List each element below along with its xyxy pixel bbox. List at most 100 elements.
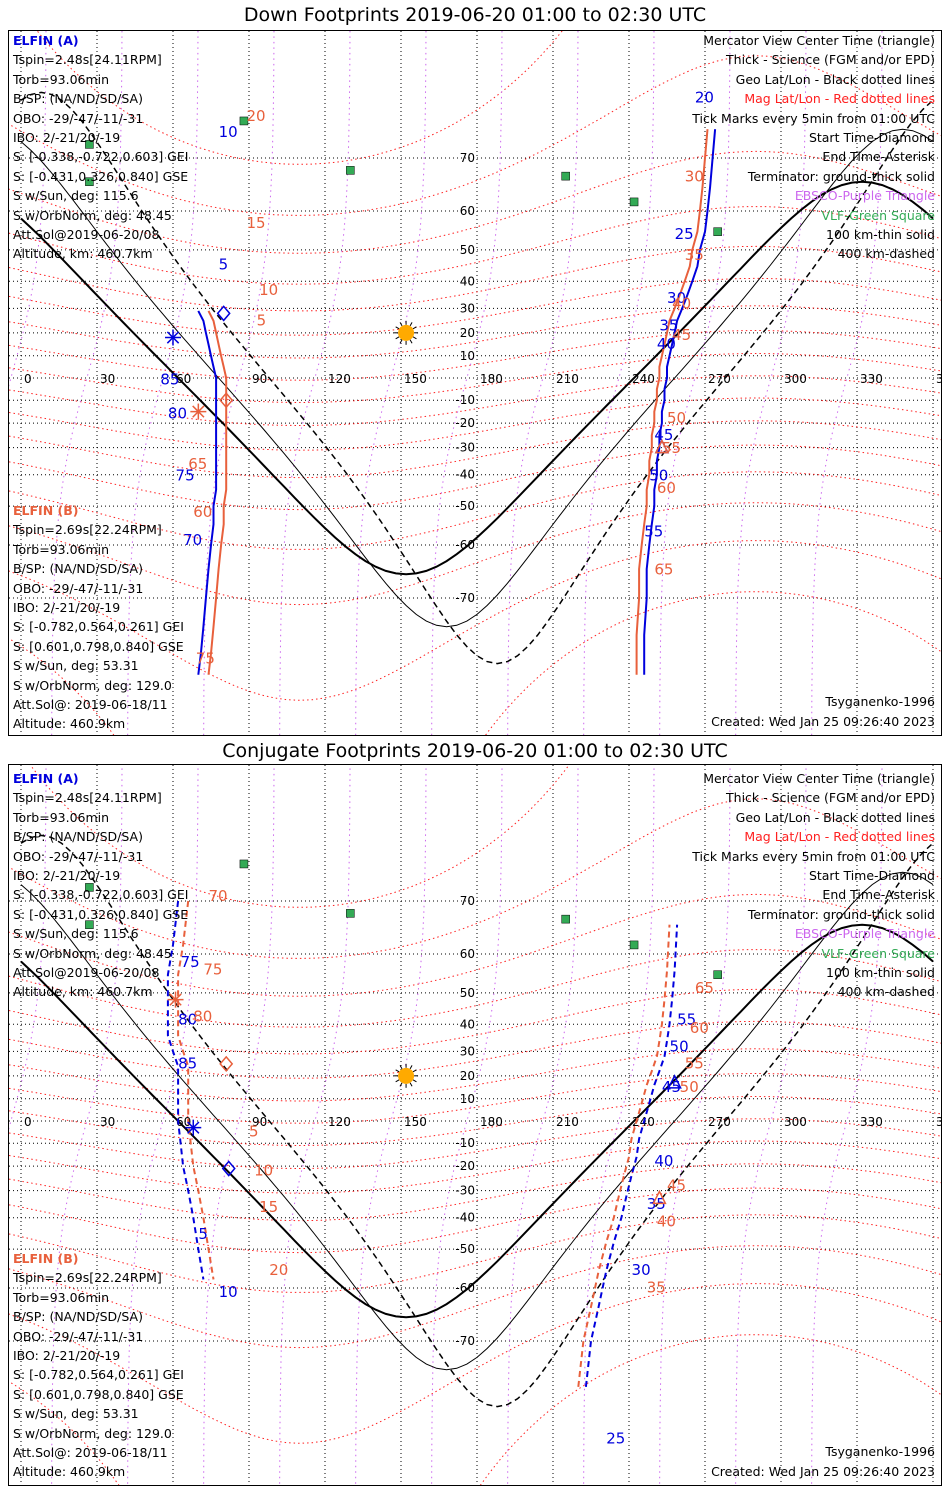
elfin-a-heading: ELFIN (A)	[13, 771, 79, 786]
elfin-a-time-tick: 70	[183, 531, 202, 549]
elfin-b-line: S w/OrbNorm, deg: 129.0	[13, 677, 172, 693]
elfin-a-center-triangle	[667, 1074, 682, 1089]
lon-tick-label: 30	[100, 372, 115, 386]
terminator-ground	[20, 180, 934, 576]
elfin-b-time-tick: 45	[672, 326, 691, 344]
elfin-a-time-tick: 30	[667, 289, 686, 307]
lat-tick-label: 30	[460, 1044, 475, 1058]
elfin-a-time-tick: 80	[178, 1010, 197, 1028]
legend-line: VLF-Green Square	[821, 945, 935, 961]
end-asterisk	[169, 993, 182, 1006]
mag-latitude-line	[9, 1020, 941, 1079]
legend-line: EBSCO-Purple Triangle	[794, 188, 935, 204]
mag-latitude-line	[9, 305, 941, 359]
elfin-a-heading: ELFIN (A)	[13, 33, 79, 48]
elfin-a-time-tick: 5	[198, 1225, 208, 1243]
vlf-station-square	[239, 859, 249, 869]
lat-tick-label: -50	[455, 499, 475, 513]
mag-latitude-line	[9, 352, 941, 404]
lon-tick-label: 0	[24, 1115, 32, 1129]
elfin-b-line: S: [-0.782,0.564,0.261] GEI	[13, 1367, 184, 1383]
sun-ray	[409, 1065, 413, 1070]
panel-title-conjugate: Conjugate Footprints 2019-06-20 01:00 to…	[222, 740, 728, 762]
elfin-b-info: ELFIN (B) Tspin=2.69s[22.24RPM] Torb=93.…	[13, 501, 184, 734]
elfin-b-heading: ELFIN (B)	[13, 1251, 79, 1266]
elfin-b-center-triangle	[654, 438, 670, 454]
vlf-station-square	[346, 909, 355, 918]
legend-line: Thick - Science (FGM and/or EPD)	[726, 52, 935, 68]
legend-line: 100 km-thin solid	[826, 227, 935, 243]
elfin-a-line: Torb=93.06min	[13, 809, 110, 825]
legend-line: Mercator View Center Time (triangle)	[703, 771, 935, 786]
elfin-b-time-tick: 40	[672, 294, 691, 312]
elfin-a-line: Att.Sol@2019-06-20/08	[13, 227, 160, 243]
elfin-a-time-tick: 75	[176, 467, 195, 485]
mag-latitude-line	[9, 444, 941, 511]
elfin-a-time-tick: 40	[654, 1152, 673, 1170]
lat-tick-label: -20	[455, 1159, 475, 1173]
elfin-a-time-tick: 25	[675, 225, 694, 243]
elfin-b-line: B/SP: (NA/ND/SD/SA)	[13, 1309, 143, 1325]
elfin-a-time-tick: 10	[219, 1283, 238, 1301]
elfin-b-time-tick: 5	[257, 312, 267, 330]
elfin-a-time-tick: 85	[178, 1055, 197, 1073]
lon-tick-label: 120	[328, 1115, 351, 1129]
lon-tick-label: 150	[404, 372, 427, 386]
elfin-b-line: Att.Sol@: 2019-06-18/11	[13, 1445, 168, 1461]
sun-ray	[412, 336, 417, 340]
elfin-a-line: S: [-0.431,0.326,0.840] GSE	[13, 168, 189, 184]
model-label: Tsyganenko-1996	[825, 694, 935, 709]
elfin-a-line: Tspin=2.48s[24.11RPM]	[13, 790, 162, 806]
lon-tick-label: 150	[404, 1115, 427, 1129]
vlf-station-square	[85, 920, 94, 929]
legend-line: Mercator View Center Time (triangle)	[703, 33, 935, 48]
vlf-station-square	[346, 166, 355, 175]
elfin-a-time-tick: 40	[657, 335, 676, 353]
elfin-a-line: S w/OrbNorm, deg: 48.45	[13, 945, 172, 961]
elfin-b-line: Torb=93.06min	[13, 1289, 110, 1305]
elfin-a-line: S: [-0.431,0.326,0.840] GSE	[13, 906, 189, 922]
elfin-b-line: Tspin=2.69s[22.24RPM]	[13, 522, 162, 538]
elfin-b-line: S: [0.601,0.798,0.840] GSE	[13, 638, 184, 654]
mag-latitude-line	[9, 471, 941, 550]
lat-tick-label: 70	[460, 894, 475, 908]
vlf-station-square	[713, 227, 722, 236]
sun-ray	[409, 339, 413, 344]
lat-tick-label: 30	[460, 301, 475, 315]
mag-latitude-line	[9, 1140, 941, 1194]
elfin-b-line: B/SP: (NA/ND/SD/SA)	[13, 561, 143, 577]
lon-tick-label: 300	[784, 1115, 807, 1129]
elfin-b-time-tick: 35	[685, 246, 704, 264]
elfin-a-time-tick: 80	[168, 404, 187, 422]
sun-icon	[398, 1067, 415, 1084]
lat-tick-label: -60	[455, 1281, 475, 1295]
mag-latitude-line	[9, 397, 941, 451]
vlf-station-square	[561, 171, 570, 181]
elfin-b-center-triangle	[652, 1189, 667, 1205]
elfin-b-time-tick: 5	[249, 1123, 259, 1141]
elfin-b-time-tick: 75	[196, 650, 215, 668]
elfin-a-time-tick: 20	[695, 89, 714, 107]
elfin-a-track	[197, 310, 218, 675]
lon-tick-label: 90	[252, 1115, 267, 1129]
legend-line: Start Time-Diamond	[808, 868, 935, 884]
elfin-b-line: IBO: 2/-21/20/-19	[13, 1348, 121, 1364]
elfin-a-line: Torb=93.06min	[13, 71, 110, 87]
elfin-a-line: B/SP: (NA/ND/SD/SA)	[13, 829, 143, 845]
elfin-b-line: OBO: -29/-47/-11/-31	[13, 580, 144, 596]
mag-latitude-line	[9, 1095, 941, 1147]
sun-ray	[412, 1079, 417, 1083]
elfin-b-time-tick: 65	[654, 560, 673, 578]
vlf-station-square	[239, 116, 249, 126]
vlf-station-square	[629, 197, 639, 207]
map-frame-conjugate: 0306090120150180210240270300330360706050…	[8, 764, 942, 1486]
panel-title-down: Down Footprints 2019-06-20 01:00 to 02:3…	[243, 4, 707, 26]
elfin-b-line: S w/Sun, deg: 53.31	[13, 658, 139, 674]
lat-tick-label: 50	[460, 243, 475, 257]
vlf-station-square	[85, 883, 94, 892]
lon-tick-label: 240	[632, 372, 655, 386]
lat-tick-label: 40	[460, 274, 475, 288]
elfin-b-time-tick: 15	[246, 214, 265, 232]
elfin-b-time-tick: 75	[203, 961, 222, 979]
elfin-a-info: ELFIN (A) Tspin=2.48s[24.11RPM] Torb=93.…	[13, 769, 188, 1002]
